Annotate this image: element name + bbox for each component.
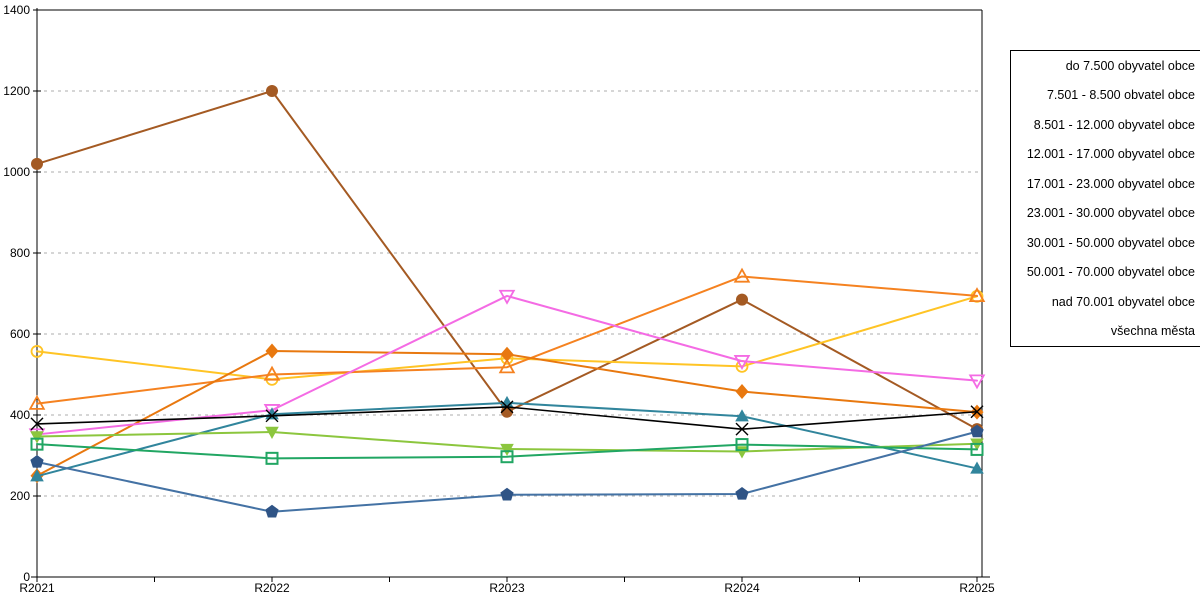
triangle-down-open-marker xyxy=(968,374,986,390)
pentagon-filled-marker xyxy=(500,487,514,501)
circle-filled-marker xyxy=(31,157,43,170)
circle-filled-marker xyxy=(266,85,278,97)
pentagon-filled-marker xyxy=(265,504,279,518)
triangle-open-marker xyxy=(733,267,751,283)
triangle-filled-marker xyxy=(735,409,749,422)
chart-legend: do 7.500 obyvatel obce 7.501 - 8.500 obva… xyxy=(1010,50,1200,347)
square-open-marker xyxy=(30,437,44,451)
legend-item: všechna města xyxy=(1110,324,1195,339)
triangle-down-open-marker xyxy=(733,355,751,370)
triangle-down-open-marker xyxy=(498,289,516,305)
legend-item: 17.001 - 23.000 obyvatel obce xyxy=(1026,176,1195,191)
triangle-down-filled-marker xyxy=(265,426,279,440)
x-axis-label: R2023 xyxy=(489,581,525,595)
legend-item: 50.001 - 70.000 obyvatel obce xyxy=(1026,265,1195,280)
triangle-open-marker xyxy=(968,287,986,303)
legend-item: 7.501 - 8.500 obvatel obce xyxy=(1046,88,1195,103)
diamond-filled-marker xyxy=(265,343,279,359)
x-marker xyxy=(265,409,279,423)
legend-item: 8.501 - 12.000 obyvatel obce xyxy=(1033,117,1195,132)
legend-item: 23.001 - 30.000 obyvatel obce xyxy=(1026,206,1195,221)
diamond-filled-marker xyxy=(500,346,514,362)
legend-item: 30.001 - 50.000 obyvatel obce xyxy=(1026,235,1195,250)
x-axis-label: R2024 xyxy=(724,581,760,595)
y-axis-label: 1200 xyxy=(3,84,30,98)
series-line xyxy=(36,443,978,460)
pentagon-filled-marker xyxy=(735,486,749,500)
series-line xyxy=(36,90,978,431)
y-axis-label: 1000 xyxy=(3,165,30,179)
square-open-marker xyxy=(735,438,749,452)
x-marker xyxy=(30,417,44,431)
circle-filled-marker xyxy=(736,293,748,306)
x-marker xyxy=(500,400,514,414)
triangle-down-filled-marker xyxy=(30,431,44,444)
legend-item: nad 70.001 obyvatel obce xyxy=(1051,294,1195,309)
triangle-open-marker xyxy=(28,394,46,410)
y-axis-label: 600 xyxy=(10,327,30,341)
x-axis-label: R2025 xyxy=(959,581,995,595)
triangle-open-marker xyxy=(263,365,281,381)
y-axis-label: 400 xyxy=(10,408,30,422)
triangle-filled-marker xyxy=(30,469,44,482)
triangle-filled-marker xyxy=(970,461,984,474)
triangle-filled-marker xyxy=(500,395,514,409)
y-axis-label: 200 xyxy=(10,489,30,503)
pentagon-filled-marker xyxy=(970,424,984,438)
x-axis-label: R2022 xyxy=(254,581,290,595)
square-open-marker xyxy=(500,450,514,464)
series-line xyxy=(36,275,978,405)
triangle-down-filled-marker xyxy=(500,443,514,457)
x-marker xyxy=(970,405,984,419)
triangle-down-open-marker xyxy=(263,404,281,419)
y-axis-label: 800 xyxy=(10,246,30,260)
legend-item: 12.001 - 17.000 obyvatel obce xyxy=(1026,147,1195,162)
diamond-filled-marker xyxy=(735,384,749,400)
square-open-marker xyxy=(265,451,279,465)
legend-item: do 7.500 obyvatel obce xyxy=(1065,58,1195,73)
y-axis-label: 0 xyxy=(23,570,30,584)
x-axis-label: R2021 xyxy=(19,581,55,595)
y-axis-label: 1400 xyxy=(3,3,30,17)
pentagon-filled-marker xyxy=(30,454,44,468)
triangle-open-marker xyxy=(498,358,516,374)
circle-filled-marker xyxy=(501,405,513,418)
circle-open-marker xyxy=(30,345,44,358)
square-open-marker xyxy=(970,442,984,456)
x-marker xyxy=(735,422,749,436)
